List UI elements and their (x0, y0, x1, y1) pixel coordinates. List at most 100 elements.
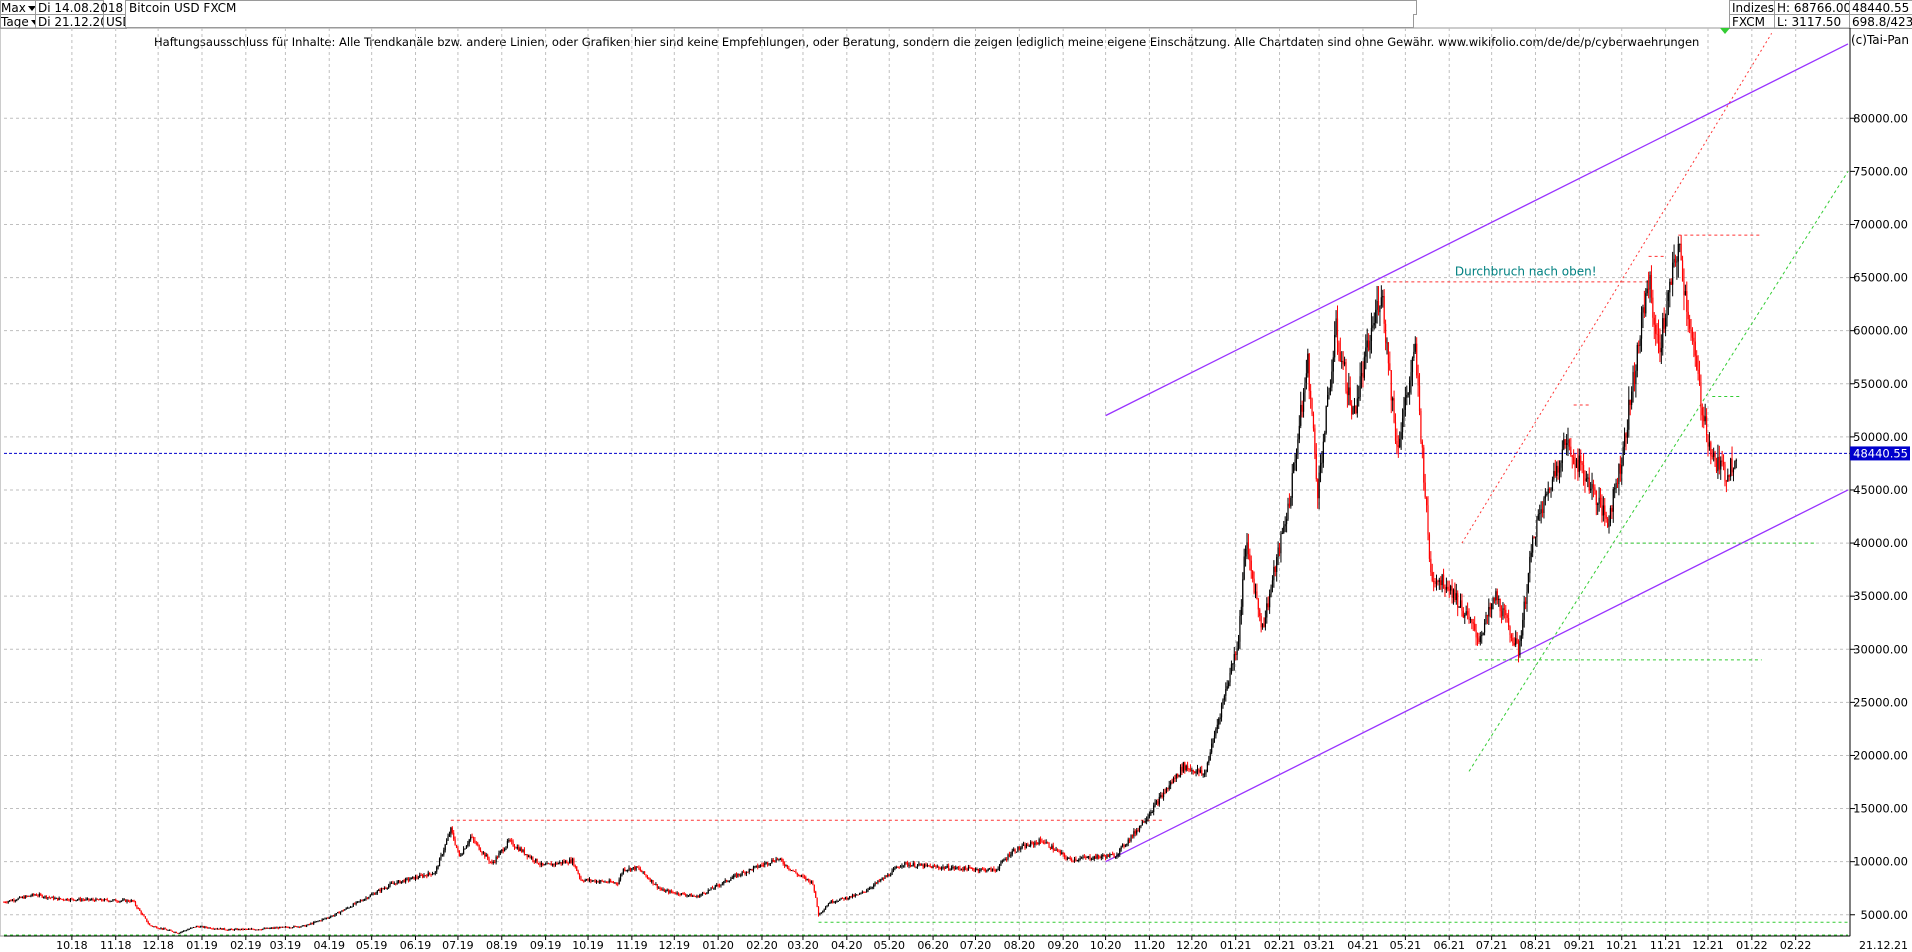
candle (948, 863, 950, 871)
candle (775, 856, 777, 863)
candle-body (1573, 457, 1575, 465)
candle (1523, 595, 1525, 628)
candle-body (894, 868, 896, 870)
candle (1425, 496, 1428, 513)
candle-body (1488, 606, 1490, 617)
candle (1703, 406, 1705, 429)
candle-body (293, 926, 295, 928)
candle (337, 911, 339, 914)
candle (1047, 841, 1049, 844)
candle (1069, 855, 1071, 861)
candle-body (471, 836, 473, 838)
candle (181, 930, 183, 933)
candle (1187, 761, 1189, 772)
candle (487, 853, 489, 861)
candle-body (1259, 609, 1261, 617)
candle-body (1007, 854, 1009, 860)
candle-body (682, 893, 684, 895)
interval-dropdown[interactable]: Tage (0, 14, 39, 29)
candle (1735, 458, 1737, 469)
candle-body (308, 924, 311, 926)
candle (1179, 764, 1182, 778)
candle (1418, 373, 1421, 416)
candle-body (1401, 418, 1404, 433)
candle-body (875, 882, 878, 884)
candle-body (642, 871, 644, 873)
candle-body (30, 895, 32, 897)
candle-body (660, 889, 663, 891)
x-tick-label: 10.19 (572, 939, 604, 952)
candle-body (143, 914, 145, 917)
candle (419, 872, 421, 878)
candle-body (509, 840, 511, 842)
candle-body (1365, 347, 1367, 357)
candle (431, 871, 434, 876)
candle (1674, 254, 1677, 267)
candle-body (85, 898, 87, 900)
x-tick-label: 05.19 (356, 939, 388, 952)
candle-body (686, 895, 688, 897)
candle (211, 927, 213, 930)
candle (1310, 383, 1312, 409)
end-date-field[interactable]: Di 21.12.2021 (35, 14, 123, 29)
candle (1093, 855, 1095, 862)
candle-body (1457, 593, 1459, 608)
candle (1052, 842, 1054, 853)
candle (636, 866, 639, 868)
candle-body (1280, 533, 1282, 554)
candle (366, 897, 369, 900)
candle (47, 897, 49, 900)
candle (837, 900, 839, 902)
y-tick-label: 55000.00 (1853, 377, 1908, 391)
signal-marker-icon (1720, 28, 1730, 34)
candle (1560, 460, 1562, 478)
candle (747, 871, 749, 873)
candle (1727, 468, 1729, 482)
candle-body (75, 899, 77, 901)
candle (457, 845, 459, 853)
candle-body (765, 862, 767, 864)
candle (972, 867, 974, 871)
candle-body (1307, 353, 1309, 374)
candle-body (1529, 556, 1531, 574)
candle-body (1683, 281, 1685, 296)
candle-body (1242, 579, 1244, 607)
candle (1731, 446, 1733, 477)
candle-body (687, 895, 690, 897)
x-tick-label: 11.18 (100, 939, 132, 952)
candle-body (1725, 480, 1727, 482)
candle-body (595, 880, 598, 883)
candle-body (54, 898, 56, 900)
candle-body (1482, 632, 1484, 635)
x-tick-label: 01.20 (702, 939, 734, 952)
candle (552, 863, 554, 867)
candle-body (537, 863, 540, 865)
candle (912, 860, 914, 867)
candle (1461, 593, 1463, 617)
candle (1042, 840, 1044, 845)
candle (783, 861, 786, 869)
candle (342, 909, 344, 912)
candle (683, 891, 685, 896)
candle-body (444, 844, 446, 851)
candle-body (933, 865, 936, 867)
candle-body (1394, 422, 1397, 441)
candle-body (1047, 842, 1049, 844)
candle (1368, 333, 1370, 352)
candle (516, 844, 518, 850)
candle (1672, 251, 1674, 297)
candle-body (1123, 844, 1125, 847)
candle (1123, 843, 1125, 849)
candle (55, 897, 57, 899)
candle (1595, 490, 1597, 516)
candle-body (1342, 360, 1344, 365)
candle-body (663, 889, 665, 892)
candle (663, 888, 665, 892)
candle-body (552, 863, 554, 866)
candle (1517, 639, 1520, 663)
candle-body (164, 928, 166, 930)
candle-body (974, 869, 977, 871)
candle (614, 881, 616, 884)
candle (123, 898, 125, 901)
